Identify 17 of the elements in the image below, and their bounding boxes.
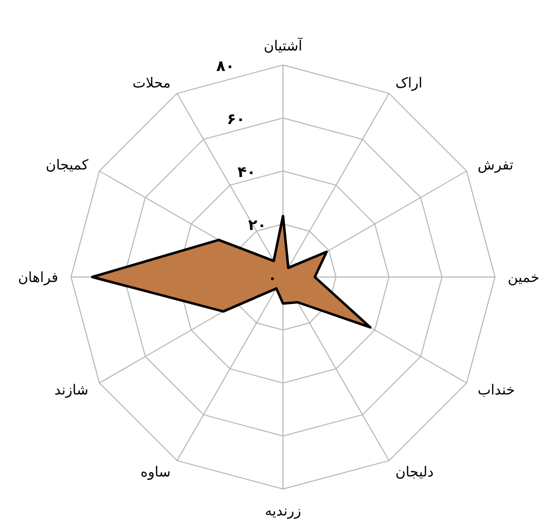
spoke-label: دلیجان: [395, 464, 434, 481]
spoke-label: تفرش: [478, 158, 514, 174]
spoke-label: زرندیه: [264, 504, 302, 520]
spoke-label: خمین: [508, 270, 540, 286]
y-tick-label: ۸۰: [216, 57, 235, 75]
y-tick-label: ۴۰: [237, 163, 256, 181]
spoke-label: خنداب: [478, 382, 515, 398]
spoke-label: آشتیان: [264, 36, 304, 54]
y-tick-label: ۲۰: [248, 216, 266, 234]
y-tick-label: ۰: [268, 269, 277, 287]
spoke-label: محلات: [132, 75, 171, 92]
y-tick-label: ۶۰: [226, 110, 246, 128]
spoke-label: کمیجان: [46, 158, 89, 174]
spoke-label: ساوه: [140, 464, 171, 481]
spoke-label: فراهان: [18, 270, 58, 286]
spoke-label: شازند: [54, 382, 88, 398]
spoke-label: اراک: [395, 75, 422, 92]
